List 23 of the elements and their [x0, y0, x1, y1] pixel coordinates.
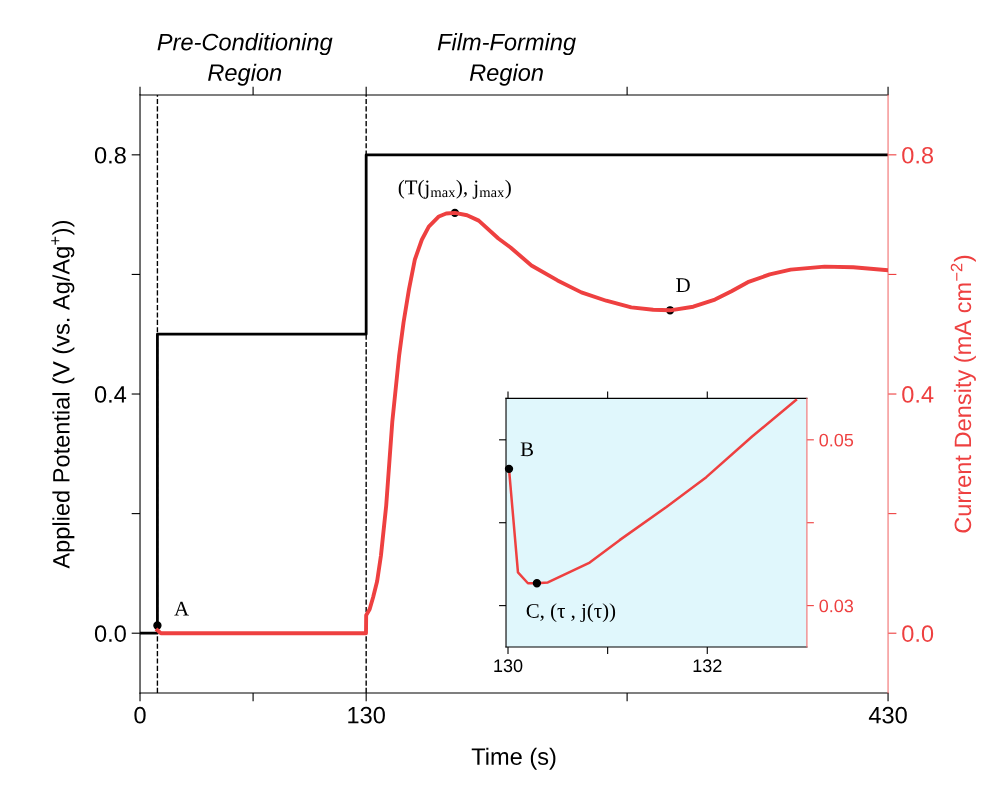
annotation: (T(j$_{max}$), j$_{max}$): [398, 179, 511, 199]
x-tick-label: 130: [494, 659, 523, 673]
x-tick-label: 430: [868, 706, 907, 724]
y2-axis-title: Current Density (mA cm$^{−2}$): [950, 255, 976, 533]
y-tick-label: 0.4: [94, 386, 127, 403]
x-tick-label: 130: [348, 706, 385, 724]
y2-tick-label: 0.8: [902, 146, 934, 164]
y2-tick-label: 0.0: [902, 625, 934, 642]
y-tick-label: 0.0: [94, 625, 126, 642]
y-tick-label: 0.8: [94, 146, 126, 164]
x-axis-title: Time (s): [471, 747, 556, 770]
annotation: A: [174, 601, 189, 616]
y-axis-title: Applied Potential (V (vs. Ag/Ag$^{+}$)): [51, 221, 75, 569]
annotation: D: [676, 278, 690, 293]
y-tick-label: 0.05: [819, 433, 854, 447]
text: Film-Forming Region: [437, 33, 576, 86]
annotation: B: [520, 442, 533, 457]
x-tick-label: 132: [693, 659, 722, 673]
text: Pre-Conditioning Region: [157, 33, 333, 86]
y-tick-label: 0.03: [819, 599, 854, 613]
x-tick-label: 0: [134, 706, 146, 724]
annotation: C, (τ , j(τ)): [526, 603, 616, 623]
y2-tick-label: 0.4: [902, 386, 934, 403]
